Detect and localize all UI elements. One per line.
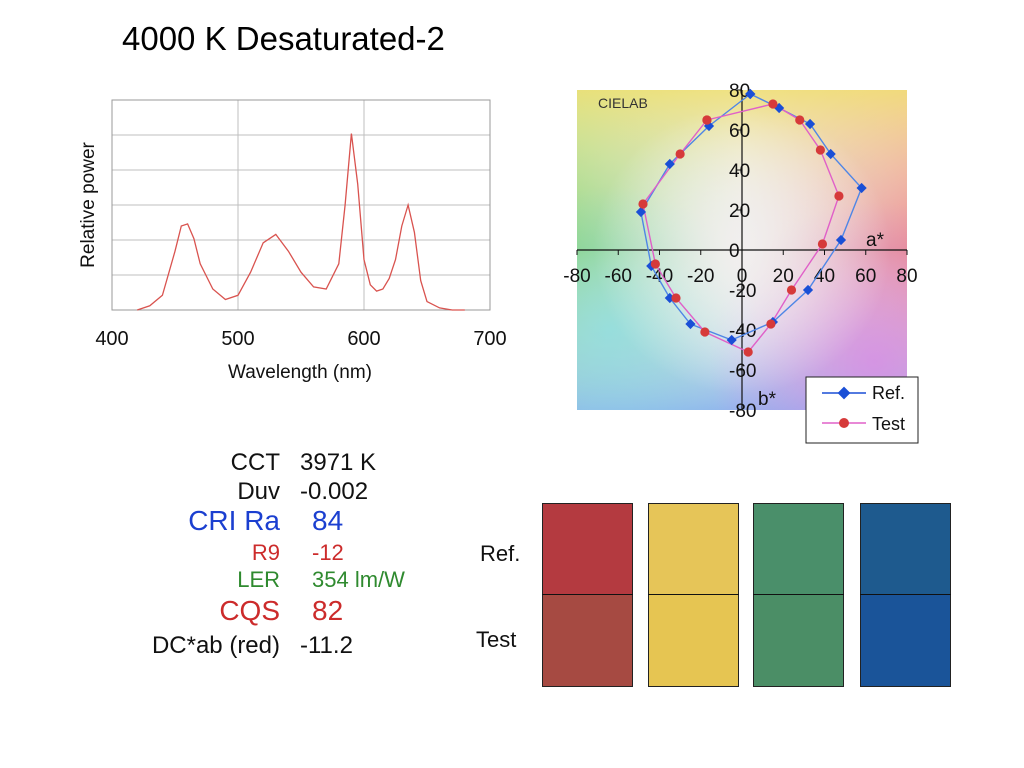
- swatch-ref-2: [753, 503, 844, 594]
- legend-test-label: Test: [872, 414, 905, 434]
- ref-point-6: [802, 284, 814, 296]
- metric-label-2: CRI Ra: [188, 505, 280, 536]
- ref-row-label: Ref.: [480, 541, 521, 566]
- test-point-14: [702, 115, 712, 125]
- cielab-x-tick-0: -80: [563, 266, 590, 287]
- swatch-test-2: [753, 594, 844, 687]
- spectrum-x-tick-1: 500: [221, 328, 254, 350]
- slide-title: 4000 K Desaturated-2: [122, 20, 445, 57]
- swatch-divider-2: [753, 594, 844, 595]
- metric-label-4: LER: [237, 567, 280, 592]
- cielab-x-tick-8: 80: [896, 266, 917, 287]
- cielab-chart-title: CIELAB: [598, 95, 648, 111]
- metric-label-1: Duv: [237, 478, 280, 505]
- test-point-13: [675, 149, 685, 159]
- cielab-chart: CIELAB -80 -60 -40 -20 0 20 40 60 80806040200-20…: [563, 81, 919, 444]
- spectrum-x-tick-3: 700: [473, 328, 506, 350]
- cielab-x-tick-7: 60: [855, 266, 876, 287]
- swatch-ref-1: [648, 503, 739, 594]
- cielab-x-tick-5: 20: [773, 266, 794, 287]
- spectrum-x-ticks: 400 500 600 700: [95, 328, 506, 350]
- swatch-test-1: [648, 594, 739, 687]
- test-point-1: [768, 99, 778, 109]
- cielab-y-tick-1: 60: [729, 121, 750, 142]
- legend-test-marker: [839, 418, 849, 428]
- spectrum-x-axis-label: Wavelength (nm): [228, 362, 372, 383]
- test-point-10: [671, 293, 681, 303]
- test-point-3: [815, 145, 825, 155]
- cielab-x-tick-4: 0: [737, 266, 748, 287]
- cielab-y-tick-8: -80: [729, 401, 756, 422]
- legend-box: [805, 376, 919, 444]
- cielab-y-tick-2: 40: [729, 161, 750, 182]
- test-point-5: [817, 239, 828, 249]
- metric-value-0: 3971 K: [300, 449, 377, 476]
- spectrum-line: [136, 133, 465, 311]
- test-point-2: [795, 115, 805, 125]
- spectrum-chart: 400 500 600 700 Wavelength (nm) Relative po…: [78, 99, 507, 383]
- metric-value-6: -11.2: [300, 632, 353, 659]
- test-row-label: Test: [476, 627, 517, 652]
- spectrum-x-tick-0: 400: [95, 328, 128, 350]
- swatch-test-3: [860, 594, 951, 687]
- test-point-12: [638, 199, 648, 209]
- cielab-x-tick-3: -20: [687, 266, 714, 287]
- cielab-x-tick-6: 40: [814, 266, 835, 287]
- ref-point-8: [726, 334, 737, 346]
- test-point-11: [650, 259, 660, 269]
- legend-ref-label: Ref.: [872, 383, 905, 403]
- swatch-test-0: [542, 594, 633, 687]
- test-point-6: [786, 285, 797, 295]
- cielab-ticks: -80 -60 -40 -20 0 20 40 60 80806040200-20-40-60-…: [563, 81, 917, 422]
- test-point-7: [766, 319, 776, 329]
- test-point-4: [834, 191, 844, 201]
- cielab-y-tick-5: -20: [729, 281, 756, 302]
- test-point-9: [700, 327, 710, 337]
- swatch-ref-0: [542, 503, 633, 594]
- metric-label-0: CCT: [230, 449, 280, 476]
- ref-point-9: [685, 318, 696, 330]
- metric-value-3: -12: [312, 540, 344, 565]
- swatch-divider-3: [860, 594, 951, 595]
- spectrum-x-tick-2: 600: [347, 328, 380, 350]
- cielab-x-axis-label: a*: [866, 230, 885, 251]
- spectrum-grid: [111, 100, 491, 310]
- metric-value-5: 82: [312, 595, 344, 626]
- metric-label-5: CQS: [219, 595, 280, 626]
- metric-value-2: 84: [312, 505, 344, 536]
- cielab-legend: Ref. Test: [805, 376, 919, 444]
- cielab-y-axis-label: b*: [758, 389, 777, 410]
- test-point-8: [743, 347, 753, 357]
- cielab-y-tick-7: -60: [729, 361, 756, 382]
- metric-value-4: 354 lm/W: [312, 567, 405, 592]
- cielab-y-tick-6: -40: [729, 321, 756, 342]
- metric-label-3: R9: [251, 540, 280, 565]
- swatch-divider-0: [542, 594, 633, 595]
- cielab-y-tick-4: 0: [729, 241, 740, 262]
- metric-value-1: -0.002: [300, 478, 369, 505]
- spectrum-plot-frame: [111, 99, 491, 311]
- spectrum-y-axis-label: Relative power: [78, 141, 99, 267]
- metric-label-6: DC*ab (red): [151, 632, 280, 659]
- swatch-divider-1: [648, 594, 739, 595]
- cielab-y-tick-0: 80: [729, 81, 750, 102]
- cielab-y-tick-3: 20: [729, 201, 750, 222]
- swatch-ref-3: [860, 503, 951, 594]
- cielab-x-tick-1: -60: [605, 266, 632, 287]
